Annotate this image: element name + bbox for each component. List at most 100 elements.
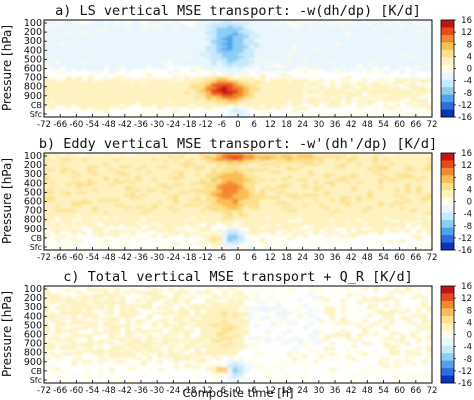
heatmap-cell [92,219,99,223]
heatmap-cell [146,81,153,85]
heatmap-cell [340,160,347,164]
heatmap-cell [70,178,77,182]
heatmap-cell [173,27,180,31]
heatmap-cell [281,40,288,44]
heatmap-cell [372,188,379,192]
heatmap-cell [238,201,244,205]
heatmap-cell [394,196,401,200]
heatmap-cell [76,337,83,341]
heatmap-cell [232,224,239,228]
heatmap-cell [173,214,180,218]
heatmap-cell [103,63,110,67]
heatmap-cell [329,247,336,250]
heatmap-cell [291,216,298,220]
heatmap-cell [259,50,266,54]
heatmap-cell [70,191,77,195]
heatmap-cell [221,76,228,80]
heatmap-cell [216,204,223,208]
heatmap-cell [130,175,137,180]
heatmap-cell [173,30,180,34]
heatmap-cell [205,45,212,49]
heatmap-cell [216,239,223,243]
heatmap-cell [361,106,368,110]
heatmap-cell [243,48,250,52]
heatmap-cell [146,191,153,195]
heatmap-cell [270,183,277,187]
heatmap-cell [286,65,293,70]
heatmap-cell [345,88,352,93]
heatmap-cell [76,216,83,220]
heatmap-cell [103,37,110,42]
heatmap-cell [254,35,261,39]
heatmap-cell [81,186,88,190]
x-tick-label: -6 [218,253,226,263]
heatmap-cell [49,198,56,203]
heatmap-cell [318,63,325,67]
heatmap-cell [356,83,363,87]
heatmap-cell [49,48,56,52]
heatmap-cell [324,153,331,157]
heatmap-cell [415,53,422,57]
heatmap-cell [211,173,218,177]
heatmap-cell [157,165,164,169]
heatmap-cell [238,214,244,218]
colorbar-segment [441,87,454,95]
heatmap-cell [264,45,271,49]
heatmap-cell [281,20,288,24]
heatmap-cell [378,168,385,172]
heatmap-cell [205,81,212,85]
heatmap-cell [70,344,77,348]
heatmap-cell [367,158,374,162]
heatmap-cell [76,193,83,197]
heatmap-cell [211,160,218,164]
heatmap-cell [65,288,72,292]
x-tick-label: 54 [378,253,389,263]
heatmap-cell [124,193,131,197]
heatmap-cell [367,155,374,159]
heatmap-cell [124,50,131,54]
heatmap-cell [124,181,131,185]
heatmap-cell [388,40,395,44]
heatmap-cell [367,183,374,187]
heatmap-cell [205,35,212,39]
heatmap-cell [114,193,121,197]
heatmap-cell [227,30,234,34]
heatmap-cell [394,63,401,67]
heatmap-cell [97,32,104,36]
heatmap-cell [394,170,401,175]
heatmap-cell [200,55,207,59]
heatmap-cell [345,155,352,159]
heatmap-cell [87,30,94,34]
heatmap-cell [324,170,331,175]
heatmap-cell [146,211,153,215]
heatmap-cell [335,232,341,236]
heatmap-cell [114,76,121,80]
heatmap-cell [264,219,271,223]
heatmap-cell [76,321,83,325]
heatmap-cell [318,186,325,190]
heatmap-cell [275,106,282,110]
heatmap-cell [286,165,293,169]
heatmap-cell [270,214,277,218]
heatmap-cell [302,191,309,195]
heatmap-cell [270,160,277,164]
heatmap-cell [367,65,374,70]
heatmap-cell [324,173,331,177]
heatmap-cell [108,104,115,108]
heatmap-cell [372,173,379,177]
heatmap-cell [173,193,180,197]
heatmap-cell [275,63,282,67]
heatmap-cell [60,216,67,220]
heatmap-cell [275,153,282,157]
heatmap-cell [361,175,368,180]
heatmap-cell [221,20,228,24]
heatmap-cell [275,20,282,24]
heatmap-cell [216,165,223,169]
heatmap-cell [87,88,94,93]
heatmap-cell [232,22,239,26]
heatmap-cell [103,45,110,49]
heatmap-cell [162,227,169,231]
heatmap-cell [141,153,147,157]
heatmap-cell [108,94,115,98]
heatmap-cell [167,83,174,87]
